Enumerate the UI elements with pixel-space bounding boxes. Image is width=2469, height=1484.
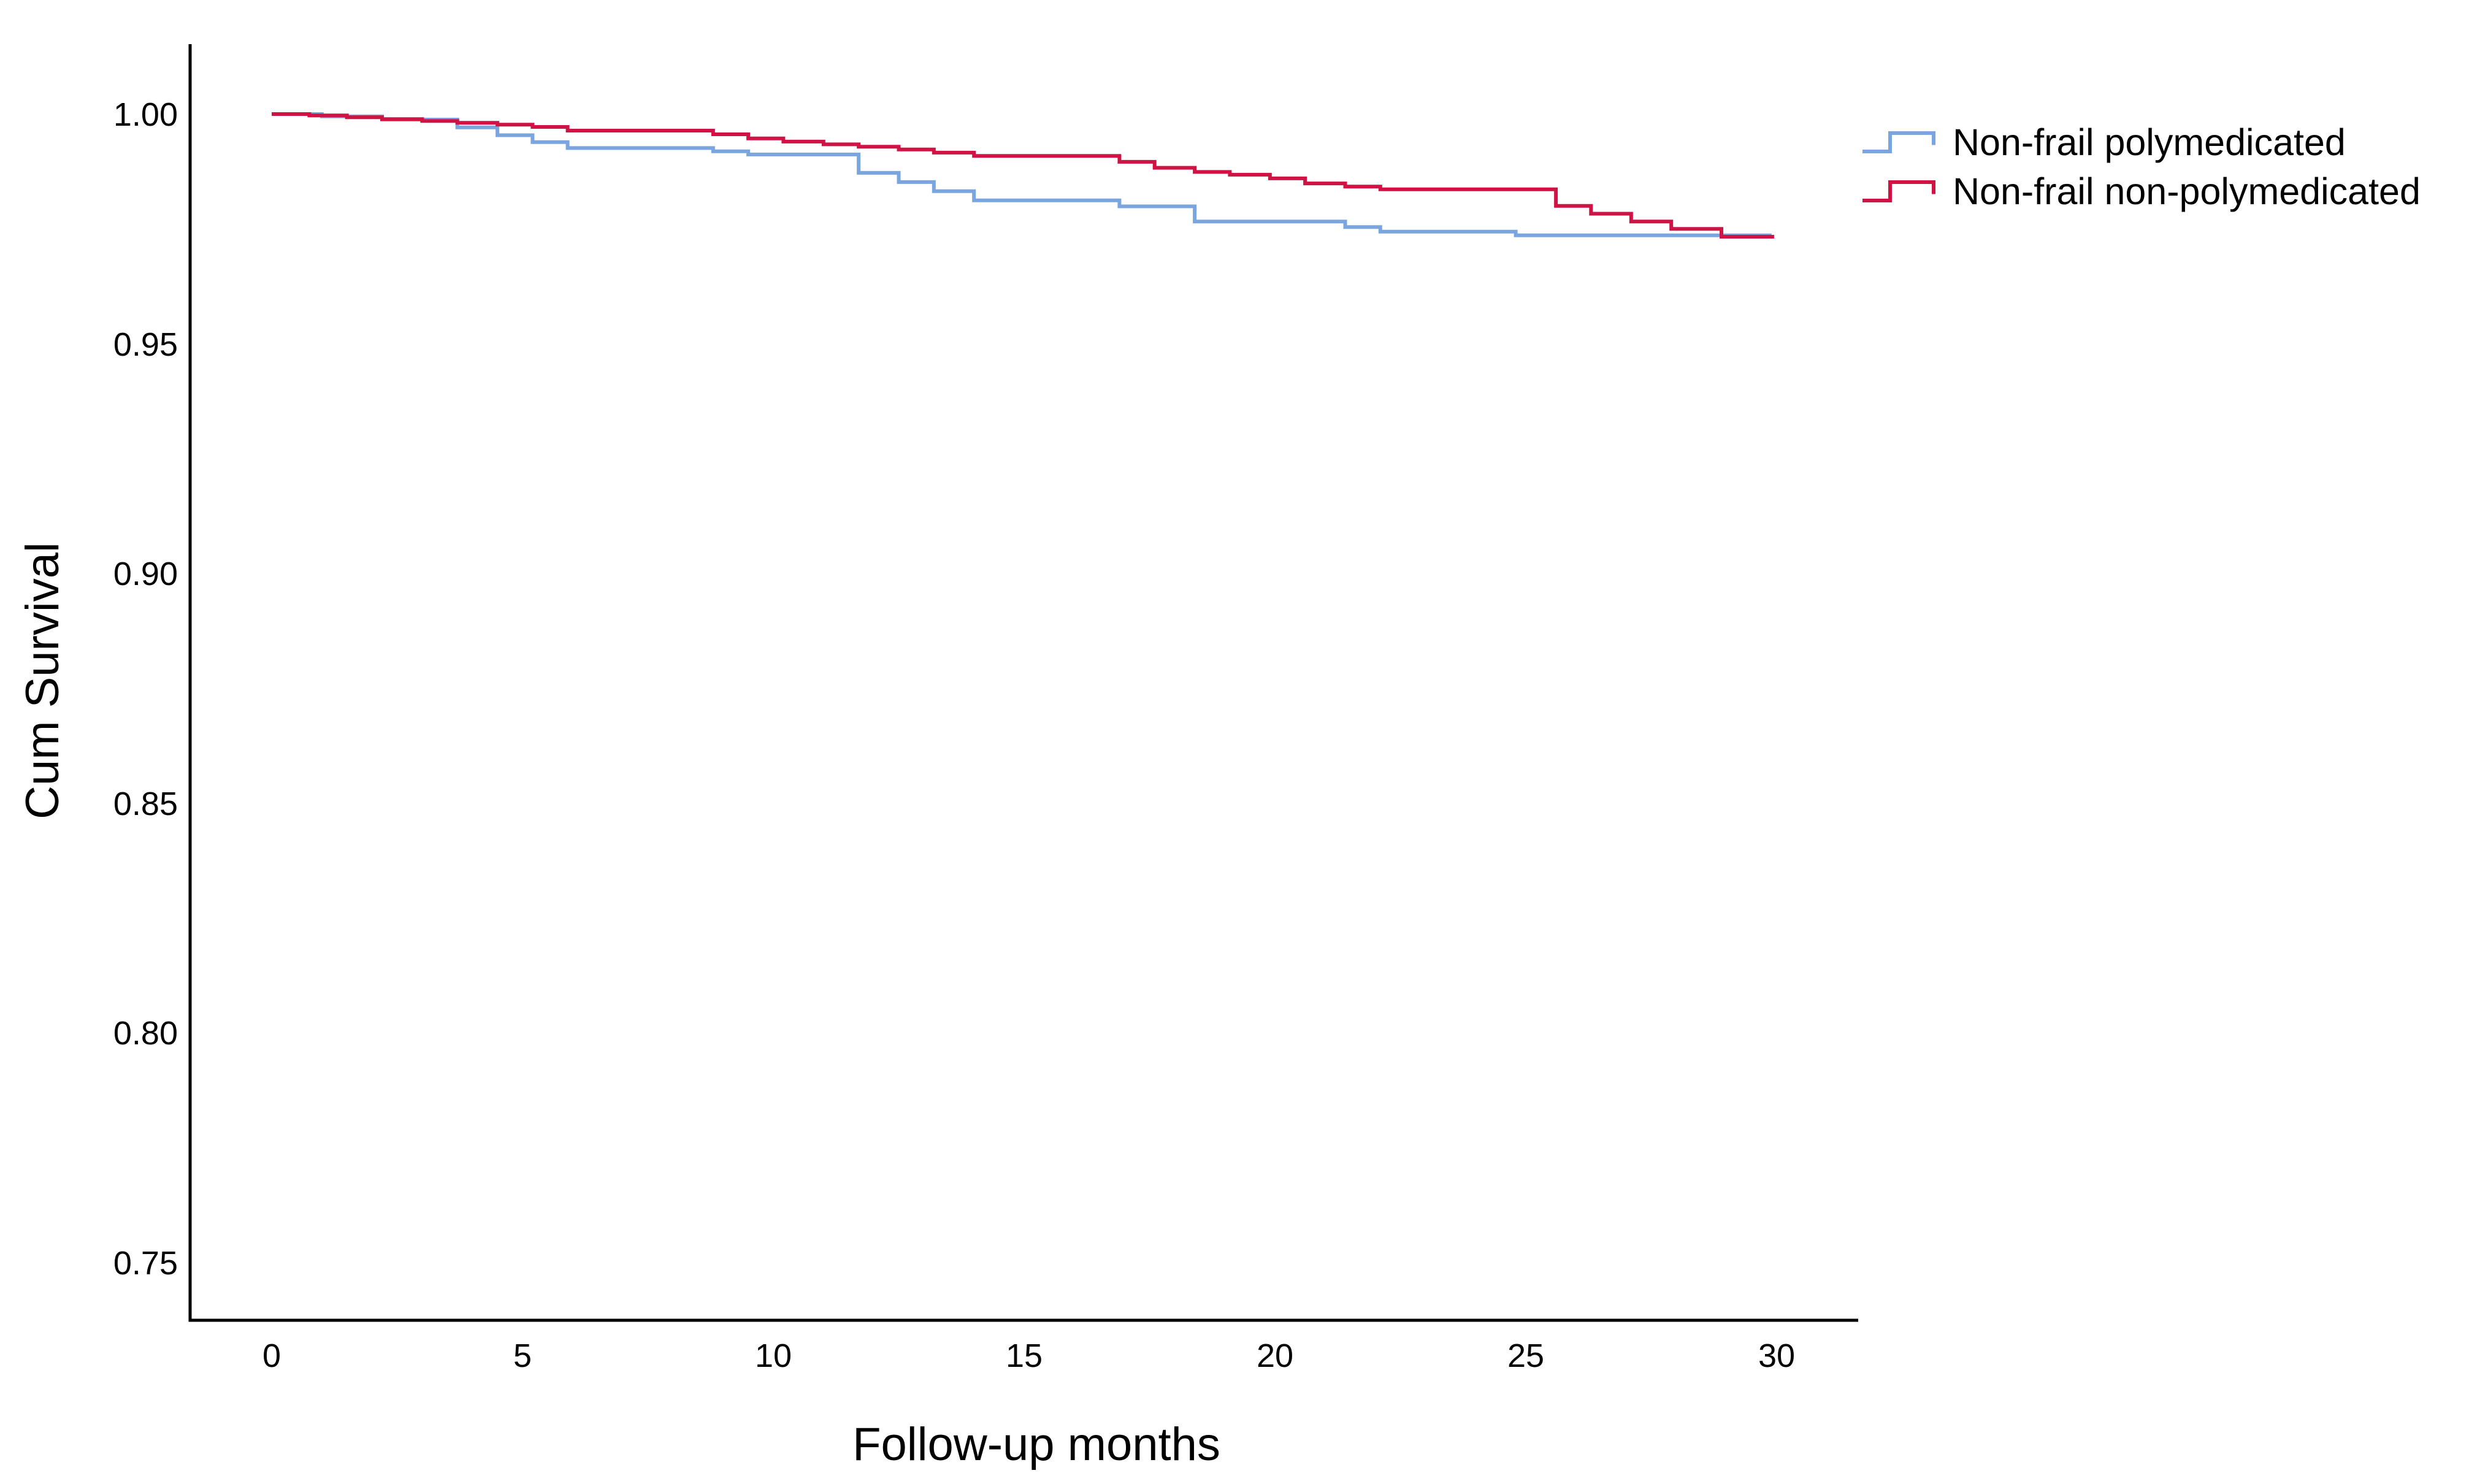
y-tick-label: 0.90 xyxy=(113,556,178,592)
x-tick-label: 15 xyxy=(1006,1337,1043,1374)
y-tick-label: 0.95 xyxy=(113,326,178,363)
y-tick-label: 1.00 xyxy=(113,96,178,133)
legend: Non-frail polymedicated Non-frail non-pol… xyxy=(1862,121,2421,212)
x-tick-label: 5 xyxy=(513,1337,532,1374)
x-tick-label: 10 xyxy=(755,1337,792,1374)
x-tick-label: 0 xyxy=(262,1337,281,1374)
x-axis-title: Follow-up months xyxy=(852,1418,1220,1471)
series-line-0 xyxy=(272,112,1772,237)
y-tick-label: 0.80 xyxy=(113,1015,178,1052)
legend-item-0: Non-frail polymedicated xyxy=(1862,121,2346,163)
x-tick-label: 25 xyxy=(1507,1337,1544,1374)
legend-line-sample xyxy=(1862,131,1935,153)
y-axis-title: Cum Survival xyxy=(17,542,69,819)
y-axis-tick-labels: 1.00 0.95 0.90 0.85 0.80 0.75 xyxy=(113,96,178,1282)
axis-lines xyxy=(188,44,1858,1322)
y-tick-label: 0.85 xyxy=(113,786,178,822)
series-line-1 xyxy=(272,112,1774,239)
y-tick-label: 0.75 xyxy=(113,1245,178,1282)
x-axis-tick-labels: 0 5 10 15 20 25 30 xyxy=(262,1337,1795,1374)
legend-line-sample xyxy=(1862,180,1935,202)
legend-item-1: Non-frail non-polymedicated xyxy=(1862,170,2421,212)
legend-label: Non-frail polymedicated xyxy=(1953,121,2346,163)
legend-label: Non-frail non-polymedicated xyxy=(1953,170,2421,212)
x-tick-label: 20 xyxy=(1257,1337,1293,1374)
series-lines xyxy=(272,112,1774,239)
x-tick-label: 30 xyxy=(1758,1337,1795,1374)
